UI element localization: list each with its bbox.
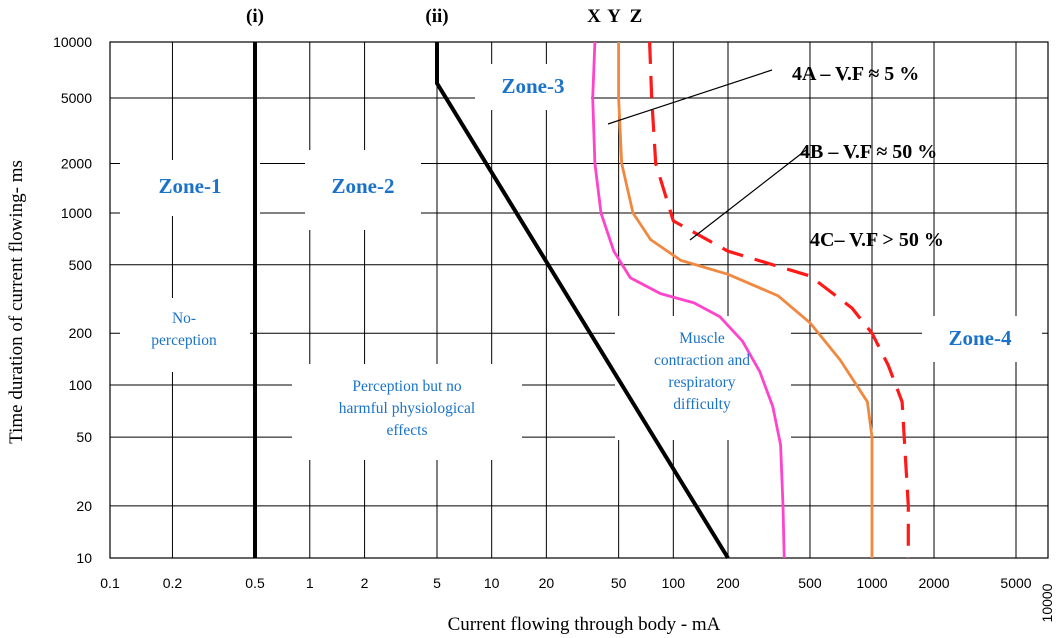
x-tick-label: 2000 [918,575,949,591]
plot-frame [109,41,1049,559]
x-tick-label: 5000 [1000,575,1031,591]
zone-title: Zone-1 [159,174,222,198]
y-axis-label: Time duration of current flowing- ms [6,160,27,444]
zone-label-background [475,64,591,110]
x-tick-label: 200 [716,575,740,591]
series-line-ii [435,42,730,560]
curve-label: (ii) [425,6,448,27]
zone-description-line: harmful physiological [339,400,475,417]
x-axis-label: Current flowing through body - mA [448,614,721,635]
y-tick-label: 500 [69,257,93,273]
zone-label-background [292,364,522,460]
x-tick-label: 1 [306,575,314,591]
x-tick-label: 20 [539,575,555,591]
curve-label: (i) [246,6,264,27]
zone-description-line: respiratory [668,374,735,391]
curve-label: X [587,6,601,27]
y-tick-label: 50 [76,429,92,445]
x-tick-label: 5 [433,575,441,591]
x-tick-label: 2 [361,575,369,591]
y-tick-label: 10 [76,550,92,566]
y-tick-label: 20 [76,498,92,514]
y-tick-label: 100 [69,377,93,393]
x-tick-label: 10000 [1039,583,1055,622]
zone-description-line: Muscle [679,330,725,347]
zone-title: Zone-4 [949,326,1013,350]
x-tick-label: 0.1 [100,575,120,591]
y-tick-label: 2000 [61,155,92,171]
zone-description-line: perception [151,332,217,349]
curve-label: Z [630,6,643,27]
annotation-leader-line [607,69,773,125]
x-tick-label: 50 [611,575,627,591]
zone-label-background [120,298,250,372]
zone-label-background [305,150,421,230]
annotation-text: 4C– V.F > 50 % [810,229,944,251]
series-line-X [591,41,786,559]
annotation-leader-line [689,149,807,241]
x-tick-label: 1000 [856,575,887,591]
zone-label-background [922,316,1042,362]
series-line-Z [648,41,910,558]
x-tick-label: 0.5 [245,575,265,591]
x-tick-label: 500 [798,575,822,591]
text-group: 0.1 0.2 0.5 1 2 5 10 20 50 100 200 500 1000 2000 5000 1… [53,6,1055,622]
series-group [253,41,910,560]
zone-title: Zone-2 [332,174,395,198]
curve-label: Y [607,6,621,27]
series-line-Y [617,42,874,558]
annotation-text: 4A – V.F ≈ 5 % [792,63,919,85]
zone-title: Zone-3 [502,74,565,98]
zone-description-line: Perception but no [352,378,462,395]
annotation-leaders [607,69,807,241]
zone-description-line: difficulty [673,396,731,413]
zone-description-line: effects [386,422,427,439]
zone-description-line: No- [172,310,196,327]
y-tick-label: 200 [69,325,93,341]
plot-border [109,41,1049,559]
y-tick-label: 10000 [53,34,92,50]
y-tick-label: 5000 [61,90,92,106]
x-tick-label: 100 [662,575,686,591]
x-tick-label: 0.2 [163,575,183,591]
zone-label-background [120,160,260,216]
zone-description-line: contraction and [654,352,750,369]
y-tick-label: 1000 [61,205,92,221]
annotation-text: 4B – V.F ≈ 50 % [800,141,937,163]
x-tick-label: 10 [484,575,500,591]
